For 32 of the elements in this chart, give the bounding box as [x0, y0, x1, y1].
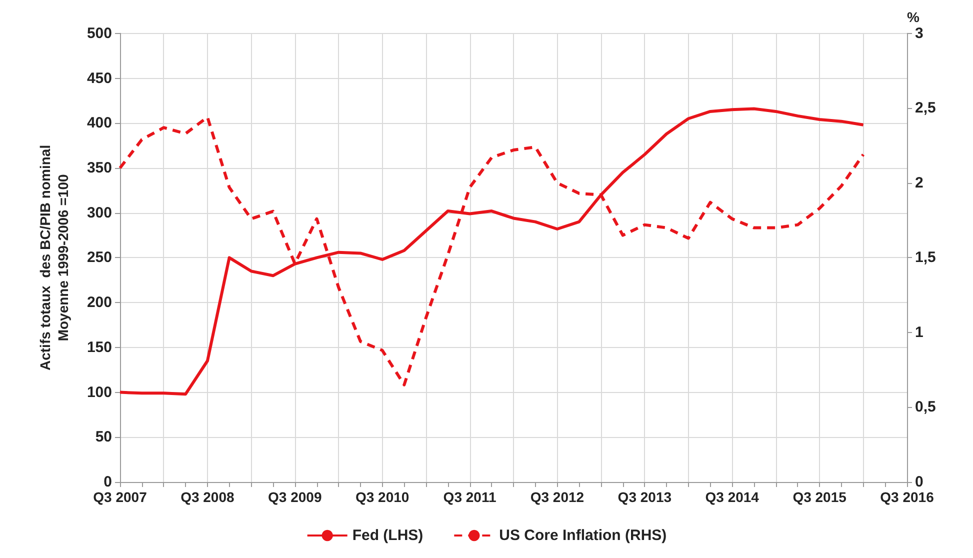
y-tick-label: 300 [86, 204, 112, 222]
y2-tick-label: 2,5 [915, 100, 936, 117]
x-tick-label: Q3 2012 [530, 489, 584, 505]
x-tick-label: Q3 2013 [618, 489, 672, 505]
x-tick-label: Q3 2016 [880, 489, 934, 505]
legend-label: US Core Inflation (RHS) [499, 527, 667, 544]
x-tick-label: Q3 2010 [355, 489, 410, 505]
y-tick-label: 100 [86, 384, 112, 401]
y-tick-label: 250 [86, 249, 112, 266]
y2-tick-label: 1,5 [915, 249, 936, 266]
legend-label: Fed (LHS) [352, 527, 424, 544]
y2-axis-title: % [907, 9, 920, 25]
y-axis-title: Actifs totaux des BC/PIB nominal Moyenne 1999-2006 =100 [37, 144, 71, 370]
y-tick-label: 450 [86, 70, 112, 87]
x-tick-label: Q3 2015 [792, 489, 847, 505]
y-tick-label: 50 [95, 428, 112, 446]
x-tick-label: Q3 2011 [443, 489, 496, 505]
y-tick-label: 350 [86, 159, 112, 176]
y2-tick-label: 0 [915, 474, 924, 490]
y-tick-label: 500 [86, 24, 112, 42]
y2-tick-label: 1 [915, 324, 924, 341]
y-tick-label: 0 [104, 474, 112, 490]
y-tick-label: 150 [86, 338, 112, 356]
y2-tick-label: 2 [915, 174, 924, 192]
x-tick-label: Q3 2008 [180, 489, 235, 505]
x-tick-label: Q3 2014 [705, 489, 760, 505]
x-tick-label: Q3 2009 [268, 489, 322, 505]
y2-tick-label: 0,5 [915, 398, 936, 416]
x-tick-label: Q3 2007 [93, 489, 148, 505]
y2-tick-label: 3 [915, 24, 924, 42]
y-tick-label: 400 [86, 114, 112, 132]
y-tick-label: 200 [86, 294, 112, 312]
